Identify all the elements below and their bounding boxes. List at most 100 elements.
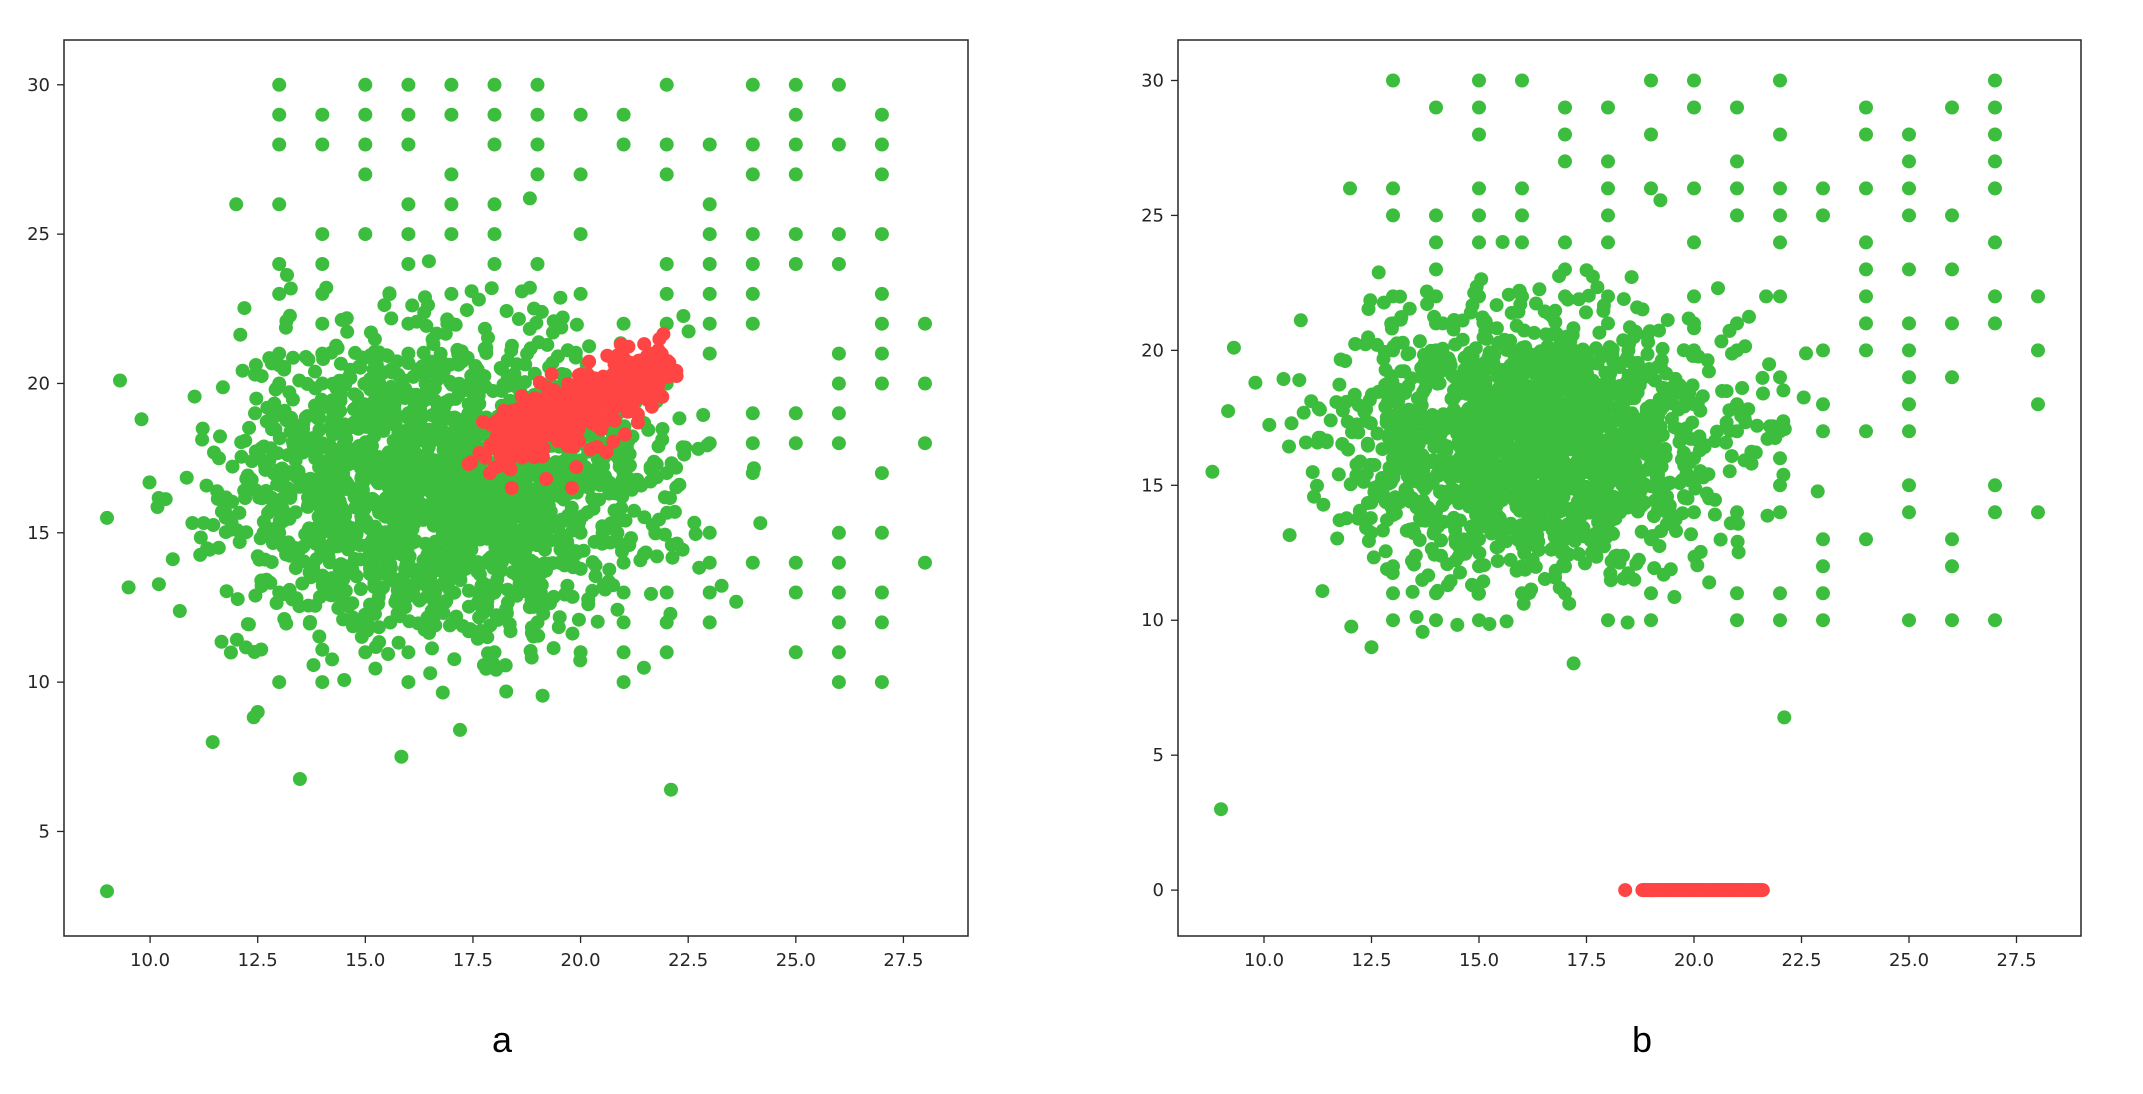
plot-b-point-green <box>1777 710 1792 725</box>
plot-b-point-green <box>1262 417 1277 432</box>
plot-a-point-green <box>481 552 496 567</box>
plot-b-point-green <box>1596 303 1611 318</box>
plot-a-xtick-label: 15.0 <box>345 950 385 971</box>
plot-b-point-green <box>1722 464 1737 479</box>
plot-a-point-green <box>423 666 438 681</box>
plot-a-point-green <box>272 77 287 92</box>
plot-b-point-green <box>1366 550 1381 565</box>
plot-a-point-green <box>536 606 551 621</box>
plot-a-point-red <box>617 399 632 414</box>
plot-a-point-green <box>444 227 459 242</box>
plot-b-point-green <box>1604 461 1619 476</box>
plot-a-point-green <box>831 257 846 271</box>
plot-a-point-green <box>655 432 670 447</box>
plot-a-point-green <box>272 286 287 301</box>
plot-b-point-green <box>1422 430 1437 445</box>
plot-b-point-green <box>1558 154 1572 169</box>
plot-b-point-green <box>1330 531 1345 546</box>
plot-a-point-green <box>239 525 254 540</box>
plot-a-point-green <box>659 645 674 660</box>
plot-b-point-green <box>1307 489 1321 504</box>
plot-a-point-red <box>583 442 598 457</box>
plot-a-point-green <box>234 435 249 450</box>
plot-a-point-red <box>571 401 586 416</box>
plot-a-point-green <box>353 582 368 596</box>
plot-b-point-green <box>1576 444 1591 459</box>
plot-b-point-green <box>1411 436 1426 451</box>
plot-b-point-green <box>1619 419 1634 434</box>
plot-b-point-green <box>1565 328 1580 342</box>
plot-a-point-green <box>315 642 330 657</box>
plot-b-point-green <box>1363 511 1378 526</box>
plot-a-point-green <box>346 619 360 634</box>
plot-b-point-green <box>1687 100 1701 115</box>
plot-a-point-green <box>232 535 247 549</box>
plot-b-point-green <box>1352 503 1367 518</box>
plot-b-point-green <box>1687 73 1701 88</box>
plot-a-point-green <box>336 423 351 438</box>
plot-b-point-green <box>1738 339 1753 354</box>
plot-b-point-green <box>1687 289 1701 304</box>
plot-a-point-green <box>450 527 465 542</box>
plot-a-point-green <box>444 167 459 182</box>
plot-a-point-green <box>573 107 588 122</box>
plot-b-point-green <box>1988 73 2002 88</box>
plot-b-point-green <box>1768 431 1783 445</box>
plot-b-point-green <box>1945 532 1959 547</box>
plot-a-point-green <box>329 412 344 427</box>
plot-a-point-green <box>553 290 568 305</box>
plot-a-point-green <box>602 486 617 501</box>
plot-a-point-green <box>918 376 932 391</box>
plot-a-point-green <box>664 782 678 797</box>
plot-a-point-green <box>368 661 383 676</box>
plot-a-point-green <box>633 553 648 568</box>
plot-b-point-green <box>1601 100 1615 115</box>
plot-a-point-green <box>426 408 441 423</box>
plot-b-point-green <box>1859 100 1873 115</box>
plot-a-point-red <box>535 431 550 446</box>
plot-a-point-green <box>279 616 294 631</box>
plot-a-point-green <box>357 397 372 412</box>
plot-b-point-green <box>1657 476 1672 491</box>
plot-a-point-green <box>471 388 486 403</box>
plot-a-point-green <box>874 525 889 540</box>
plot-b-point-green <box>1450 426 1465 441</box>
plot-b-point-green <box>1640 347 1655 362</box>
plot-b-point-green <box>1276 372 1291 386</box>
plot-b-point-green <box>1603 421 1618 436</box>
plot-b-point-green <box>1859 127 1873 142</box>
plot-a-point-green <box>199 478 214 493</box>
plot-b-point-green <box>1730 534 1745 549</box>
plot-a-point-green <box>333 393 348 408</box>
plot-a-point-green <box>298 350 313 364</box>
plot-a-point-green <box>472 491 487 506</box>
plot-a-point-green <box>487 257 502 271</box>
plot-b-point-green <box>1653 193 1668 208</box>
plot-a-point-green <box>401 107 416 122</box>
plot-a-point-green <box>524 650 539 665</box>
plot-a-point-green <box>444 107 459 122</box>
plot-a-point-green <box>401 645 416 660</box>
plot-a-point-green <box>288 561 303 576</box>
plot-a-point-green <box>338 531 352 546</box>
plot-a-point-green <box>315 675 330 690</box>
plot-b-point-green <box>1393 289 1407 304</box>
plot-b-point-green <box>1592 325 1607 340</box>
plot-a-point-green <box>615 544 629 559</box>
plot-b-xtick-label: 25.0 <box>1889 950 1929 971</box>
plot-a-point-green <box>714 578 729 593</box>
plot-a-point-green <box>573 286 588 301</box>
plot-a-point-green <box>315 107 330 122</box>
plot-a-ytick-label: 25 <box>27 224 50 245</box>
plot-a-point-green <box>289 549 304 564</box>
plot-b-point-green <box>1482 617 1497 631</box>
plot-a-point-green <box>142 475 157 490</box>
plot-a-point-green <box>696 408 711 422</box>
plot-a-point-green <box>601 574 616 589</box>
plot-a-point-green <box>659 137 674 152</box>
plot-b-point-green <box>1418 381 1433 396</box>
plot-a-point-green <box>588 569 603 584</box>
plot-a-point-green <box>265 422 279 437</box>
plot-a-point-green <box>254 369 269 384</box>
plot-b-point-green <box>1816 397 1830 412</box>
